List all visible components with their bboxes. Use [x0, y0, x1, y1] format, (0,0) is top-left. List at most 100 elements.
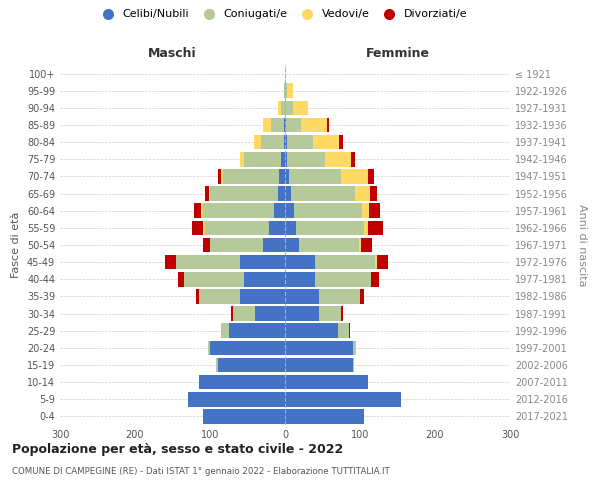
Bar: [285, 238, 299, 252]
Bar: [208, 340, 210, 355]
Bar: [327, 118, 329, 132]
Bar: [205, 220, 269, 235]
Bar: [289, 169, 341, 184]
Bar: [285, 306, 319, 321]
Bar: [209, 186, 210, 201]
Bar: [364, 220, 367, 235]
Bar: [187, 392, 285, 406]
Bar: [285, 392, 401, 406]
Bar: [210, 340, 285, 355]
Bar: [361, 238, 372, 252]
Bar: [284, 84, 285, 98]
Bar: [375, 255, 377, 270]
Bar: [291, 186, 355, 201]
Bar: [315, 255, 375, 270]
Legend: Celibi/Nubili, Coniugati/e, Vedovi/e, Divorziati/e: Celibi/Nubili, Coniugati/e, Vedovi/e, Di…: [92, 5, 472, 24]
Bar: [367, 169, 373, 184]
Bar: [369, 204, 380, 218]
Bar: [339, 135, 343, 150]
Bar: [231, 306, 233, 321]
Bar: [281, 100, 285, 115]
Bar: [255, 306, 285, 321]
Bar: [284, 118, 285, 132]
Bar: [353, 340, 356, 355]
Bar: [285, 324, 337, 338]
Bar: [196, 289, 199, 304]
Bar: [293, 100, 308, 115]
Bar: [210, 238, 263, 252]
Bar: [203, 220, 205, 235]
Bar: [294, 204, 361, 218]
Bar: [233, 306, 255, 321]
Bar: [281, 152, 285, 166]
Bar: [285, 358, 353, 372]
Bar: [285, 186, 291, 201]
Bar: [285, 118, 286, 132]
Bar: [353, 358, 354, 372]
Bar: [221, 324, 229, 338]
Bar: [341, 306, 343, 321]
Bar: [319, 289, 360, 304]
Bar: [192, 220, 203, 235]
Bar: [199, 289, 240, 304]
Bar: [285, 255, 315, 270]
Bar: [176, 255, 240, 270]
Bar: [360, 289, 364, 304]
Bar: [367, 220, 383, 235]
Bar: [285, 272, 315, 286]
Bar: [284, 135, 285, 150]
Bar: [351, 152, 355, 166]
Bar: [286, 118, 301, 132]
Bar: [210, 186, 277, 201]
Bar: [287, 152, 325, 166]
Bar: [254, 135, 261, 150]
Bar: [315, 272, 371, 286]
Bar: [287, 84, 293, 98]
Bar: [285, 375, 367, 390]
Bar: [285, 66, 286, 81]
Bar: [337, 324, 349, 338]
Bar: [263, 238, 285, 252]
Bar: [325, 152, 351, 166]
Bar: [218, 169, 221, 184]
Bar: [285, 135, 287, 150]
Bar: [221, 169, 223, 184]
Bar: [299, 238, 359, 252]
Bar: [285, 152, 287, 166]
Bar: [165, 255, 176, 270]
Bar: [216, 358, 218, 372]
Bar: [274, 204, 285, 218]
Bar: [184, 272, 244, 286]
Bar: [355, 186, 370, 201]
Bar: [263, 118, 271, 132]
Bar: [370, 186, 377, 201]
Bar: [244, 272, 285, 286]
Bar: [261, 135, 284, 150]
Bar: [178, 272, 184, 286]
Text: Popolazione per età, sesso e stato civile - 2022: Popolazione per età, sesso e stato civil…: [12, 442, 343, 456]
Bar: [285, 220, 296, 235]
Y-axis label: Anni di nascita: Anni di nascita: [577, 204, 587, 286]
Bar: [199, 375, 285, 390]
Bar: [349, 324, 350, 338]
Bar: [377, 255, 388, 270]
Text: Femmine: Femmine: [365, 47, 430, 60]
Bar: [205, 186, 209, 201]
Bar: [296, 220, 364, 235]
Bar: [371, 272, 379, 286]
Bar: [218, 358, 285, 372]
Bar: [203, 204, 274, 218]
Bar: [223, 169, 279, 184]
Bar: [313, 135, 339, 150]
Bar: [193, 204, 201, 218]
Bar: [240, 255, 285, 270]
Bar: [301, 118, 327, 132]
Bar: [203, 409, 285, 424]
Y-axis label: Fasce di età: Fasce di età: [11, 212, 21, 278]
Bar: [361, 204, 369, 218]
Bar: [341, 169, 367, 184]
Bar: [285, 169, 289, 184]
Text: Maschi: Maschi: [148, 47, 197, 60]
Bar: [285, 204, 294, 218]
Bar: [240, 152, 244, 166]
